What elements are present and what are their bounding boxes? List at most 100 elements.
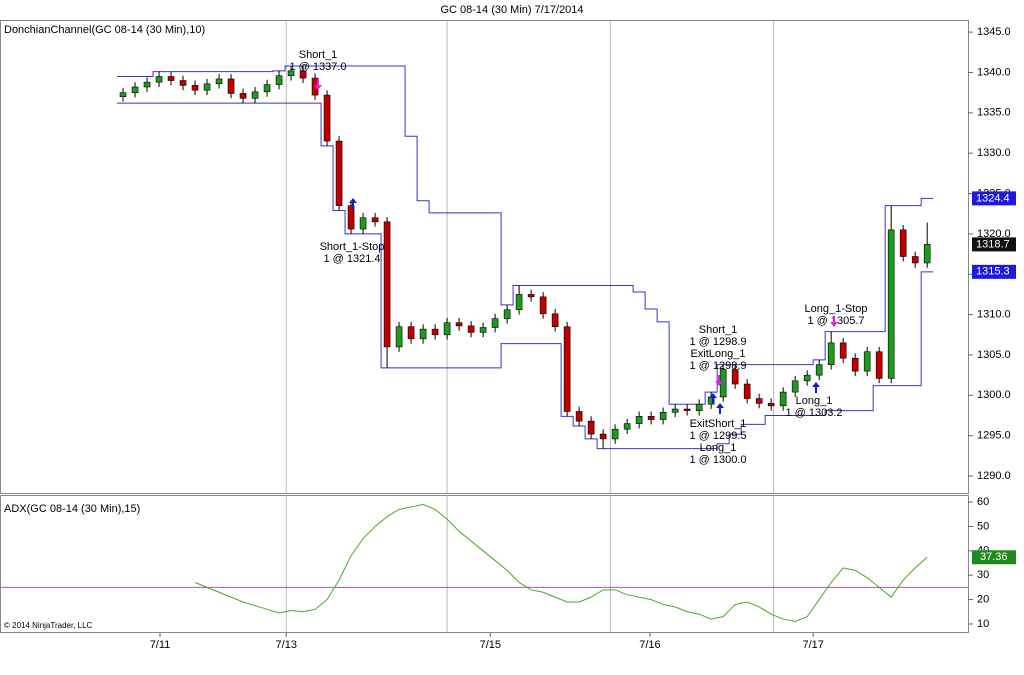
candle-body: [647, 416, 655, 420]
trade-label: Long_1-Stop: [805, 303, 868, 315]
trade-label: 1 @ 1321.4: [323, 253, 380, 265]
candle-body: [275, 75, 283, 85]
adx-line: [194, 503, 928, 623]
candle-body: [779, 391, 787, 407]
candle-body: [791, 380, 799, 393]
candle-body: [359, 217, 367, 230]
price-marker: 1324.4: [976, 192, 1010, 204]
adx-panel: [0, 495, 969, 633]
candle-body: [467, 325, 475, 333]
donchian-band: [117, 65, 934, 405]
trade-label: 1 @ 1303.2: [785, 407, 842, 419]
candle-body: [455, 322, 463, 327]
value-marker-box: [972, 550, 1016, 565]
candle-body: [383, 221, 391, 348]
y-tick-label: 1330.0: [977, 147, 1011, 159]
candle-body: [851, 357, 859, 372]
candle-body: [659, 411, 667, 420]
trade-label: Short_1: [699, 324, 738, 336]
candle-body: [191, 85, 199, 91]
candle-body: [371, 217, 379, 223]
copyright: © 2014 NinjaTrader, LLC: [4, 621, 93, 630]
y-tick-label: 1335.0: [977, 107, 1011, 119]
candle-body: [731, 369, 739, 385]
y-tick-label: 1340.0: [977, 66, 1011, 78]
y-tick-label: 1300.0: [977, 389, 1011, 401]
trade-label: Long_1: [796, 395, 833, 407]
candle-body: [611, 428, 619, 440]
candle-body: [899, 229, 907, 257]
trade-arrow: [349, 198, 357, 209]
y-tick-label: 60: [977, 496, 989, 508]
trade-label: Long_1: [700, 442, 737, 454]
trade-label: 1 @ 1337.0: [289, 61, 346, 73]
trade-label: 1 @ 1298.9: [689, 336, 746, 348]
candle-body: [251, 91, 259, 99]
candle-body: [671, 408, 679, 413]
candle-body: [923, 244, 931, 264]
candle-body: [539, 296, 547, 315]
candle-body: [599, 433, 607, 440]
candle-body: [395, 326, 403, 348]
candle-body: [515, 294, 523, 311]
candle-body: [815, 364, 823, 376]
price-marker-box: [972, 237, 1016, 252]
x-tick-label: 7/17: [802, 639, 823, 651]
candle-body: [143, 81, 151, 88]
y-tick-label: 30: [977, 569, 989, 581]
trade-label: Short_1: [299, 49, 338, 61]
candle-body: [227, 78, 235, 94]
candle-body: [875, 351, 883, 379]
panel-label: DonchianChannel(GC 08-14 (30 Min),10): [4, 24, 205, 36]
candle-body: [683, 408, 691, 411]
y-tick-label: 1290.0: [977, 470, 1011, 482]
y-tick-label: 1320.0: [977, 228, 1011, 240]
y-tick-label: 20: [977, 593, 989, 605]
trade-label: ExitShort_1: [690, 418, 747, 430]
candle-body: [491, 318, 499, 328]
price-marker: 1318.7: [976, 238, 1010, 250]
candle-body: [335, 140, 343, 206]
candle-body: [131, 86, 139, 93]
candle-body: [203, 83, 211, 91]
trade-arrow: [314, 79, 322, 90]
candle-body: [179, 80, 187, 86]
candle-body: [263, 84, 271, 93]
y-tick-label: 1295.0: [977, 430, 1011, 442]
trade-label: 1 @ 1300.0: [689, 454, 746, 466]
candle-body: [551, 313, 559, 328]
candle-body: [503, 309, 511, 319]
candle-body: [431, 328, 439, 336]
candle-body: [575, 411, 583, 422]
x-tick-label: 7/11: [150, 639, 171, 651]
trade-label: 1 @ 1298.9: [689, 360, 746, 372]
candle-body: [407, 326, 415, 340]
candle-body: [767, 403, 775, 407]
candle-body: [527, 294, 535, 298]
y-tick-label: 50: [977, 520, 989, 532]
trade-label: 1 @ 1305.7: [807, 315, 864, 327]
trade-label: Short_1-Stop: [320, 241, 385, 253]
y-tick-label: 10: [977, 618, 989, 630]
trade-arrow: [709, 393, 717, 404]
candle-body: [563, 326, 571, 412]
candle-body: [695, 403, 703, 411]
candle-body: [167, 76, 175, 81]
y-tick-label: 1345.0: [977, 26, 1011, 38]
candle-body: [803, 374, 811, 382]
candle-body: [587, 420, 595, 435]
candle-body: [299, 70, 307, 79]
candle-body: [287, 70, 295, 76]
trade-label: 1 @ 1299.5: [689, 430, 746, 442]
candle-body: [215, 78, 223, 85]
chart-title: GC 08-14 (30 Min) 7/17/2014: [440, 4, 583, 16]
candle-body: [635, 416, 643, 424]
candle-body: [755, 398, 763, 404]
price-marker-box: [972, 264, 1016, 279]
trade-arrow: [812, 382, 820, 393]
candle-body: [623, 423, 631, 430]
candle-body: [119, 92, 127, 97]
value-marker: 37.36: [980, 551, 1008, 563]
